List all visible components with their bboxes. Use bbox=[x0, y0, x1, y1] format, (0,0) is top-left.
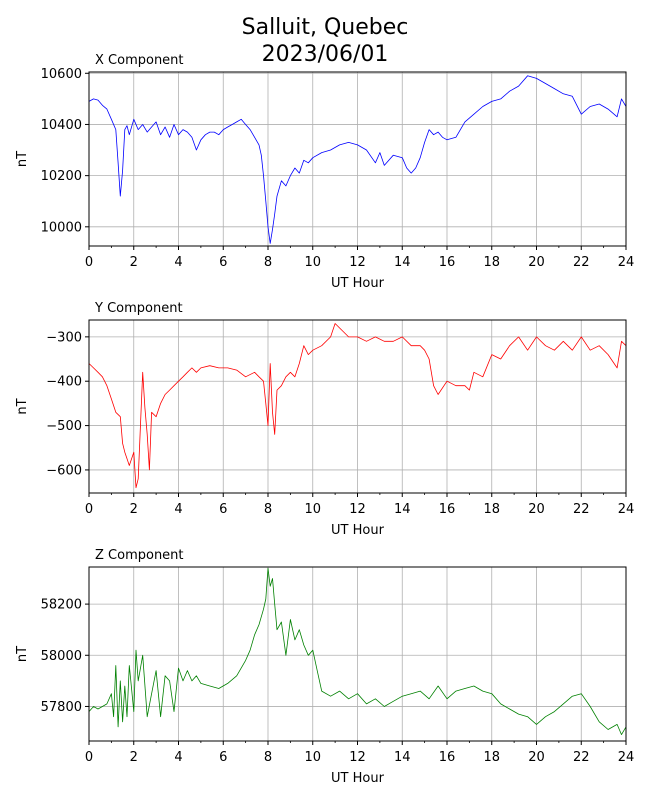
chart-0-ytick-label: 10000 bbox=[41, 220, 82, 235]
chart-0-ylabel: nT bbox=[15, 151, 30, 167]
chart-1-xtick-label: 4 bbox=[174, 502, 182, 517]
figure-title-line2: 2023/06/01 bbox=[262, 42, 389, 67]
chart-0-xtick-label: 20 bbox=[528, 255, 545, 270]
chart-0-title: X Component bbox=[95, 53, 184, 68]
chart-1-xtick-label: 8 bbox=[264, 502, 272, 517]
chart-2-xlabel: UT Hour bbox=[331, 771, 385, 786]
chart-1-xtick-label: 12 bbox=[349, 502, 366, 517]
chart-1-ytick-label: −600 bbox=[46, 463, 82, 478]
chart-2-xtick-label: 14 bbox=[394, 750, 411, 765]
chart-2-xtick-label: 16 bbox=[439, 750, 456, 765]
chart-2-xtick-label: 0 bbox=[85, 750, 93, 765]
chart-2-xtick-label: 20 bbox=[528, 750, 545, 765]
chart-2-xtick-label: 6 bbox=[219, 750, 227, 765]
chart-1-title: Y Component bbox=[94, 301, 183, 316]
chart-0-ytick-label: 10600 bbox=[41, 67, 82, 82]
chart-2-xtick-label: 18 bbox=[483, 750, 500, 765]
chart-0-xtick-label: 12 bbox=[349, 255, 366, 270]
chart-1-ytick-label: −500 bbox=[46, 419, 82, 434]
chart-2-ytick-label: 57800 bbox=[41, 700, 82, 715]
chart-0-xtick-label: 4 bbox=[174, 255, 182, 270]
chart-2-xtick-label: 4 bbox=[174, 750, 182, 765]
chart-1-xtick-label: 14 bbox=[394, 502, 411, 517]
chart-1-xtick-label: 0 bbox=[85, 502, 93, 517]
chart-1-xtick-label: 22 bbox=[573, 502, 590, 517]
chart-0-xtick-label: 8 bbox=[264, 255, 272, 270]
chart-1-ytick-label: −400 bbox=[46, 375, 82, 390]
chart-1-xtick-label: 2 bbox=[130, 502, 138, 517]
chart-1-xtick-label: 6 bbox=[219, 502, 227, 517]
chart-0-xtick-label: 0 bbox=[85, 255, 93, 270]
chart-1-xtick-label: 16 bbox=[439, 502, 456, 517]
chart-2-xtick-label: 10 bbox=[304, 750, 321, 765]
chart-2-title: Z Component bbox=[95, 548, 184, 563]
chart-0-xtick-label: 22 bbox=[573, 255, 590, 270]
chart-2-xtick-label: 8 bbox=[264, 750, 272, 765]
chart-1-xtick-label: 18 bbox=[483, 502, 500, 517]
chart-0-xtick-label: 14 bbox=[394, 255, 411, 270]
chart-1-ylabel: nT bbox=[15, 398, 30, 414]
chart-0-series-line bbox=[88, 75, 627, 244]
x-component-panel: 0 2 4 6 8 10 12 14 16 18 20 22 241000010200104001060… bbox=[15, 53, 634, 291]
chart-0-ytick-label: 10400 bbox=[41, 118, 82, 133]
chart-2-xtick-label: 12 bbox=[349, 750, 366, 765]
chart-0-xtick-label: 16 bbox=[439, 255, 456, 270]
chart-0-xtick-label: 24 bbox=[618, 255, 635, 270]
chart-2-ytick-label: 58000 bbox=[41, 649, 82, 664]
chart-1-xlabel: UT Hour bbox=[331, 523, 385, 538]
chart-1-series-line bbox=[88, 323, 627, 489]
chart-2-ytick-label: 58200 bbox=[41, 598, 82, 613]
chart-1-xtick-label: 20 bbox=[528, 502, 545, 517]
chart-0-xtick-label: 18 bbox=[483, 255, 500, 270]
chart-0-xtick-label: 10 bbox=[304, 255, 321, 270]
chart-0-xtick-label: 2 bbox=[130, 255, 138, 270]
chart-0-xlabel: UT Hour bbox=[331, 276, 385, 291]
chart-2-xtick-label: 22 bbox=[573, 750, 590, 765]
chart-1-ytick-label: −300 bbox=[46, 330, 82, 345]
chart-2-ylabel: nT bbox=[15, 646, 30, 662]
chart-1-xtick-label: 24 bbox=[618, 502, 635, 517]
chart-1-xtick-label: 10 bbox=[304, 502, 321, 517]
chart-2-series-line bbox=[88, 567, 627, 735]
figure-title-line1: Salluit, Quebec bbox=[242, 15, 409, 40]
chart-2-xtick-label: 24 bbox=[618, 750, 635, 765]
chart-0-ytick-label: 10200 bbox=[41, 169, 82, 184]
chart-2-xtick-label: 2 bbox=[130, 750, 138, 765]
chart-0-xtick-label: 6 bbox=[219, 255, 227, 270]
